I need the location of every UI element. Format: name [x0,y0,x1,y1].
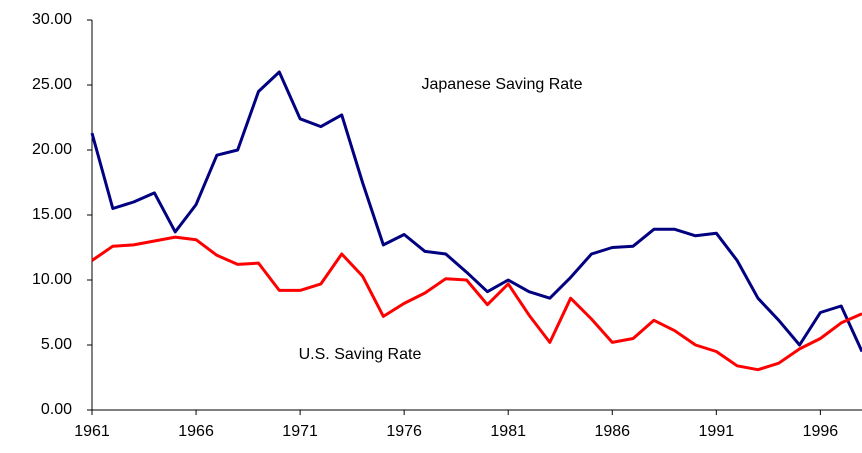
x-tick-label: 1971 [282,423,318,440]
y-tick-label: 30.00 [32,11,72,28]
x-tick-label: 1976 [386,423,422,440]
y-tick-label: 0.00 [41,401,72,418]
y-tick-label: 5.00 [41,336,72,353]
x-tick-label: 1981 [490,423,526,440]
series-line [91,235,862,372]
series-line [90,70,862,353]
y-tick-label: 15.00 [32,206,72,223]
x-tick-label: 1961 [74,423,110,440]
series-annotation: U.S. Saving Rate [299,346,422,363]
x-tick-label: 1986 [594,423,630,440]
x-tick-label: 1966 [178,423,214,440]
y-tick-label: 25.00 [32,76,72,93]
x-tick-label: 1991 [699,423,735,440]
y-tick-label: 10.00 [32,271,72,288]
x-tick-label: 1996 [803,423,839,440]
series-annotation: Japanese Saving Rate [422,76,583,93]
y-tick-label: 20.00 [32,141,72,158]
